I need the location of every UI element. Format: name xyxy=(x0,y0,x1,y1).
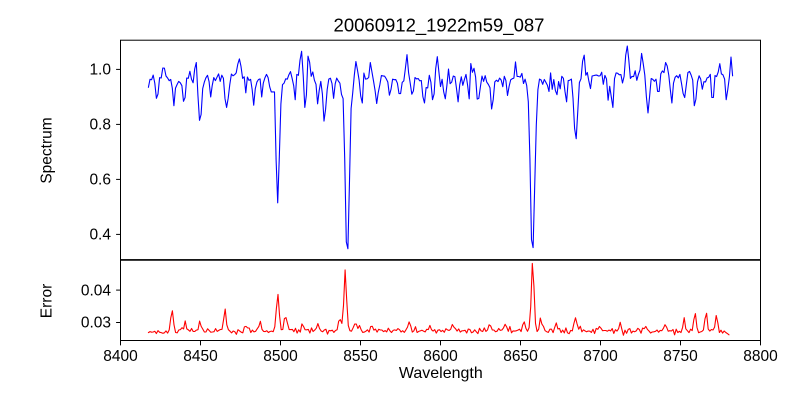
svg-text:Spectrum: Spectrum xyxy=(39,117,56,183)
svg-text:0.4: 0.4 xyxy=(89,227,111,244)
svg-text:8450: 8450 xyxy=(183,348,218,365)
svg-text:20060912_1922m59_087: 20060912_1922m59_087 xyxy=(334,15,545,37)
svg-text:8550: 8550 xyxy=(343,348,378,365)
svg-text:0.04: 0.04 xyxy=(81,282,112,299)
svg-text:8650: 8650 xyxy=(503,348,538,365)
svg-text:0.8: 0.8 xyxy=(89,117,111,134)
svg-text:0.03: 0.03 xyxy=(81,315,111,332)
svg-text:8600: 8600 xyxy=(423,348,458,365)
svg-text:8500: 8500 xyxy=(263,348,298,365)
svg-text:8800: 8800 xyxy=(743,348,778,365)
svg-text:Error: Error xyxy=(39,284,56,318)
svg-text:8400: 8400 xyxy=(103,348,138,365)
svg-text:8750: 8750 xyxy=(663,348,698,365)
svg-text:0.6: 0.6 xyxy=(89,172,111,189)
svg-text:1.0: 1.0 xyxy=(89,62,111,79)
svg-text:8700: 8700 xyxy=(583,348,618,365)
svg-text:Wavelength: Wavelength xyxy=(399,365,483,382)
